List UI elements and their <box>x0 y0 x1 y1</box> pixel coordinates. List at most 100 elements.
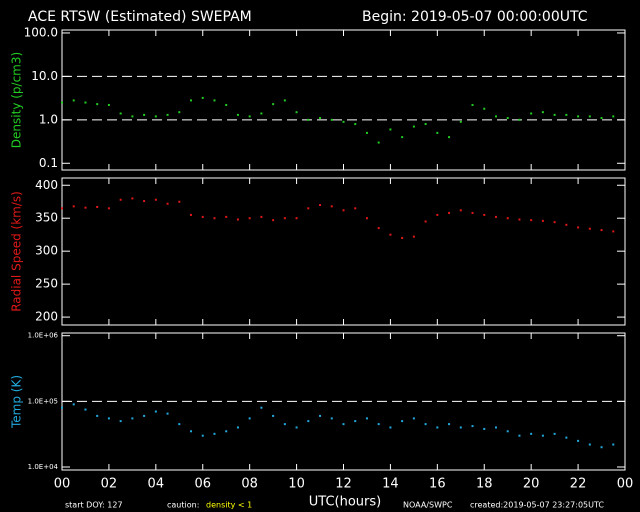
data-point <box>260 112 263 115</box>
data-point <box>577 226 580 229</box>
data-point <box>577 439 580 442</box>
data-point <box>448 211 451 214</box>
data-point <box>61 207 63 210</box>
data-point <box>236 113 239 116</box>
data-point <box>541 434 544 437</box>
data-point <box>600 229 603 232</box>
y-axis-label: Radial Speed (km/s) <box>10 191 24 312</box>
data-point <box>143 113 146 116</box>
data-point <box>483 427 486 430</box>
data-point <box>143 200 146 203</box>
data-point <box>295 217 298 220</box>
begin-time: Begin: 2019-05-07 00:00:00UTC <box>362 9 588 25</box>
data-point <box>494 426 497 429</box>
data-point <box>424 220 427 223</box>
data-point <box>436 213 439 216</box>
data-point <box>518 118 521 121</box>
data-point <box>377 227 380 230</box>
data-point <box>412 417 415 420</box>
data-point <box>459 120 462 123</box>
data-point <box>530 219 533 222</box>
data-point <box>342 209 345 212</box>
data-point <box>166 412 169 415</box>
data-point <box>471 103 474 106</box>
data-point <box>213 99 216 102</box>
data-point <box>330 205 333 208</box>
data-point <box>565 223 568 226</box>
data-point <box>236 426 239 429</box>
data-point <box>272 219 275 222</box>
data-point <box>553 221 556 224</box>
data-point <box>612 115 615 118</box>
data-point <box>201 215 204 218</box>
y-tick-label: 1.0E+04 <box>28 463 59 471</box>
data-point <box>131 417 134 420</box>
data-point <box>577 115 580 118</box>
x-tick-label: 12 <box>335 477 352 492</box>
data-point <box>225 430 228 433</box>
data-point <box>354 207 357 210</box>
data-point <box>225 215 228 218</box>
data-point <box>166 113 169 116</box>
data-point <box>401 236 404 239</box>
y-tick-label: 1.0 <box>39 112 58 126</box>
data-point <box>96 103 99 106</box>
x-tick-label: 08 <box>241 477 258 492</box>
data-point <box>354 123 357 126</box>
data-point <box>471 425 474 428</box>
data-point <box>565 436 568 439</box>
panel-frame <box>61 177 626 326</box>
data-point <box>225 103 228 106</box>
data-point <box>424 423 427 426</box>
data-point <box>401 420 404 423</box>
x-tick-label: 16 <box>429 477 446 492</box>
y-tick-label: 1.0E+06 <box>28 332 59 340</box>
x-tick-label: 04 <box>148 477 165 492</box>
data-point <box>459 426 462 429</box>
data-point <box>307 207 310 210</box>
x-tick-label: 20 <box>523 477 540 492</box>
data-point <box>107 207 110 210</box>
data-point <box>459 209 462 212</box>
x-tick-label: 14 <box>382 477 399 492</box>
data-point <box>154 115 157 118</box>
data-point <box>96 206 99 209</box>
data-point <box>483 107 486 110</box>
data-point <box>131 197 134 200</box>
data-point <box>319 117 322 120</box>
data-point <box>295 111 298 114</box>
data-point <box>412 235 415 238</box>
data-point <box>190 430 193 433</box>
data-point <box>494 215 497 218</box>
x-tick-label: 00 <box>617 477 634 492</box>
data-point <box>307 420 310 423</box>
data-point <box>84 408 87 411</box>
data-point <box>471 211 474 214</box>
data-point <box>72 403 75 406</box>
y-tick-label: 10.0 <box>31 69 58 83</box>
data-point <box>190 99 193 102</box>
source: NOAA/SWPC <box>403 501 453 510</box>
data-point <box>377 423 380 426</box>
data-point <box>272 103 275 106</box>
x-tick-label: 06 <box>194 477 211 492</box>
data-point <box>436 131 439 134</box>
data-point <box>248 417 251 420</box>
data-point <box>506 430 509 433</box>
caution-label: caution: <box>167 501 199 510</box>
data-point <box>72 99 75 102</box>
data-point <box>600 117 603 120</box>
data-point <box>389 426 392 429</box>
y-tick-label: 1.0E+05 <box>28 397 58 405</box>
created-time: created:2019-05-07 23:27:05UTC <box>470 501 604 510</box>
y-tick-label: 400 <box>35 178 58 192</box>
data-point <box>295 426 298 429</box>
data-point <box>612 443 615 446</box>
data-point <box>588 443 591 446</box>
data-point <box>448 423 451 426</box>
data-point <box>518 218 521 221</box>
data-point <box>530 432 533 435</box>
data-point <box>424 123 427 126</box>
data-point <box>448 136 451 139</box>
